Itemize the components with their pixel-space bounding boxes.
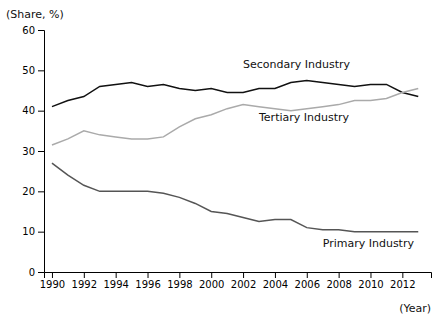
- tick-mark: [370, 272, 371, 278]
- tick-label: 40: [22, 105, 35, 116]
- tick-label: 50: [22, 65, 35, 76]
- annotations: Secondary Industry Tertiary Industry Prima…: [243, 58, 414, 250]
- tick-mark: [38, 30, 44, 31]
- axis-line: [38, 31, 45, 273]
- tick-mark: [38, 111, 44, 112]
- axis-line: [45, 273, 432, 279]
- y-axis: 0 10 20 30 40 50 60: [22, 25, 44, 278]
- plot: 1990 1992 1994 1996 1998 2000 2002 2004 2006 2008…: [22, 25, 431, 290]
- tick-label: 1994: [103, 279, 128, 290]
- tick: 1996: [135, 272, 160, 290]
- tick: 1994: [103, 272, 128, 290]
- tick-mark: [38, 191, 44, 192]
- tick-mark: [148, 272, 149, 278]
- tick: 1990: [40, 272, 65, 290]
- tick-label: 2000: [199, 279, 224, 290]
- tick: 2006: [295, 272, 320, 290]
- tick-label: 1998: [167, 279, 192, 290]
- tick-mark: [38, 232, 44, 233]
- tick-mark: [307, 272, 308, 278]
- tick: 60: [22, 25, 44, 36]
- tick-mark: [339, 272, 340, 278]
- series-line: [52, 80, 418, 106]
- tick-label: 2012: [390, 279, 415, 290]
- tick: 2010: [358, 272, 383, 290]
- tick-label: 1992: [72, 279, 97, 290]
- x-axis-label: (Year): [399, 302, 431, 315]
- tick-mark: [38, 151, 44, 152]
- y-axis-label: (Share, %): [6, 8, 64, 21]
- tick-mark: [38, 272, 44, 273]
- tick: 1992: [72, 272, 97, 290]
- tick-label: 1990: [40, 279, 65, 290]
- tick-mark: [402, 272, 403, 278]
- tick-label: 20: [22, 186, 35, 197]
- annotation: Tertiary Industry: [258, 111, 350, 124]
- tick-label: 2010: [358, 279, 383, 290]
- tick-label: 0: [29, 267, 35, 278]
- annotation: Secondary Industry: [243, 58, 350, 71]
- tick-label: 10: [22, 226, 35, 237]
- tick: 1998: [167, 272, 192, 290]
- chart: 1990 1992 1994 1996 1998 2000 2002 2004 2006 2008…: [0, 0, 447, 324]
- tick-label: 2002: [231, 279, 256, 290]
- tick-label: 2004: [263, 279, 288, 290]
- tick: 10: [22, 226, 44, 237]
- tick-mark: [211, 272, 212, 278]
- series-line: [52, 163, 418, 232]
- tick-mark: [179, 272, 180, 278]
- tick: 30: [22, 146, 44, 157]
- tick: 2002: [231, 272, 256, 290]
- tick-label: 30: [22, 146, 35, 157]
- tick: 20: [22, 186, 44, 197]
- tick: 40: [22, 105, 44, 116]
- tick-label: 1996: [135, 279, 160, 290]
- series-line: [52, 88, 418, 144]
- tick: 2000: [199, 272, 224, 290]
- tick: 50: [22, 65, 44, 76]
- tick-mark: [116, 272, 117, 278]
- tick: 2012: [390, 272, 415, 290]
- tick: 2008: [326, 272, 351, 290]
- tick-mark: [275, 272, 276, 278]
- tick-mark: [84, 272, 85, 278]
- tick-label: 60: [22, 25, 35, 36]
- lines: [52, 80, 418, 231]
- tick-label: 2008: [326, 279, 351, 290]
- tick: 0: [29, 267, 44, 278]
- tick-label: 2006: [295, 279, 320, 290]
- tick-mark: [243, 272, 244, 278]
- tick-mark: [52, 272, 53, 278]
- x-axis: 1990 1992 1994 1996 1998 2000 2002 2004 2006 2008…: [40, 272, 432, 290]
- tick: 2004: [263, 272, 288, 290]
- tick-mark: [38, 70, 44, 71]
- annotation: Primary Industry: [323, 237, 415, 250]
